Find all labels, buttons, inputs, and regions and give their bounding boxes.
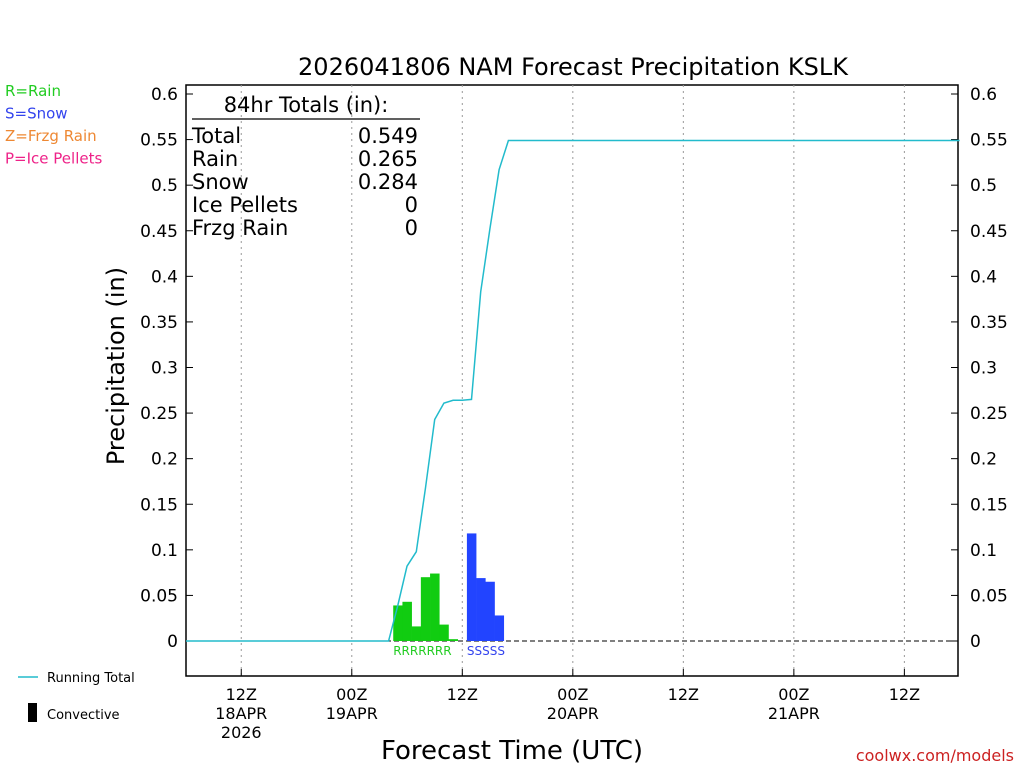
- totals-row-value: 0.284: [358, 170, 418, 194]
- totals-row-label: Snow: [192, 170, 249, 194]
- x-tick-label: 00Z: [557, 685, 588, 704]
- totals-row-label: Ice Pellets: [192, 193, 298, 217]
- legend-item: Z=Frzg Rain: [5, 127, 97, 145]
- precip-type-marker: SSSSS: [467, 644, 505, 658]
- totals-row-label: Rain: [192, 147, 238, 171]
- x-tick-label: 18APR: [215, 704, 267, 723]
- legend-item: S=Snow: [5, 105, 68, 123]
- precip-type-legend: R=Rain S=Snow Z=Frzg Rain P=Ice Pellets: [5, 82, 102, 168]
- y-tick-label: 0.1: [151, 541, 178, 561]
- y-tick-label: 0.2: [970, 450, 997, 470]
- totals-row-label: Frzg Rain: [192, 216, 288, 240]
- x-tick-label: 00Z: [778, 685, 809, 704]
- precip-type-marker: RRRRRRR: [393, 644, 451, 658]
- x-tick-label: 12Z: [889, 685, 920, 704]
- totals-row-value: 0: [405, 216, 418, 240]
- y-tick-label: 0.05: [140, 586, 178, 606]
- totals-header: 84hr Totals (in):: [224, 93, 389, 117]
- y-tick-label: 0.05: [970, 586, 1008, 606]
- y-tick-label: 0.25: [970, 404, 1008, 424]
- precip-bars: [393, 533, 505, 641]
- snow-bar: [466, 533, 477, 641]
- x-axis-label: Forecast Time (UTC): [381, 736, 643, 766]
- x-tick-label: 2026: [221, 723, 262, 742]
- running-total-line: [186, 139, 960, 642]
- y-tick-label: 0.6: [151, 85, 178, 105]
- rain-bar: [393, 605, 403, 641]
- y-tick-label: 0: [167, 632, 178, 652]
- y-axis-label: Precipitation (in): [102, 267, 130, 465]
- snow-bar: [476, 578, 486, 641]
- snow-bar: [485, 581, 495, 641]
- chart-title: 2026041806 NAM Forecast Precipitation KS…: [298, 53, 849, 81]
- x-tick-label: 12Z: [668, 685, 699, 704]
- totals-row-value: 0.549: [358, 124, 418, 148]
- rain-bar: [439, 624, 449, 641]
- y-tick-label: 0.3: [970, 359, 997, 379]
- y-tick-label: 0.35: [970, 313, 1008, 333]
- totals-row-value: 0.265: [358, 147, 418, 171]
- x-tick-label: 12Z: [226, 685, 257, 704]
- x-tick-label: 12Z: [447, 685, 478, 704]
- x-tick-label: 00Z: [336, 685, 367, 704]
- y-tick-label: 0.5: [970, 176, 997, 196]
- y-tick-label: 0.45: [140, 222, 178, 242]
- y-tick-label: 0: [970, 632, 981, 652]
- running-total-legend-label: Running Total: [47, 671, 135, 686]
- y-tick-label: 0.45: [970, 222, 1008, 242]
- y-tick-label: 0.25: [140, 404, 178, 424]
- grid-lines: [240, 85, 905, 676]
- totals-box: 84hr Totals (in): Total 0.549 Rain 0.265 Sno…: [191, 93, 420, 240]
- plot-frame: [185, 84, 959, 677]
- rain-bar: [430, 573, 440, 641]
- legend-item: P=Ice Pellets: [5, 150, 102, 168]
- y-tick-label: 0.55: [970, 131, 1008, 151]
- rain-bar: [420, 577, 431, 641]
- x-tick-label: 21APR: [768, 704, 820, 723]
- y-tick-label: 0.15: [970, 495, 1008, 515]
- x-tick-label: 20APR: [547, 704, 599, 723]
- y-tick-label: 0.6: [970, 85, 997, 105]
- y-tick-label: 0.4: [151, 267, 178, 287]
- rain-bar: [448, 639, 458, 641]
- y-tick-label: 0.3: [151, 359, 178, 379]
- rain-bar: [411, 626, 422, 641]
- y-tick-label: 0.15: [140, 495, 178, 515]
- snow-bar: [494, 615, 505, 641]
- x-tick-label: 19APR: [326, 704, 378, 723]
- y-axis-left: 0.6 0.55 0.5 0.45 0.4 0.35 0.3 0.25 0.2 0.15 0.1 0.…: [140, 85, 193, 652]
- totals-row-value: 0: [405, 193, 418, 217]
- y-tick-label: 0.2: [151, 450, 178, 470]
- convective-legend-label: Convective: [47, 708, 120, 723]
- y-axis-right: 0.6 0.55 0.5 0.45 0.4 0.35 0.3 0.25 0.2 0.15 0.1 0.…: [951, 85, 1008, 652]
- convective-swatch: [28, 703, 37, 722]
- y-tick-label: 0.5: [151, 176, 178, 196]
- y-tick-label: 0.4: [970, 267, 997, 287]
- rain-bar: [402, 601, 412, 641]
- y-tick-label: 0.35: [140, 313, 178, 333]
- credit-text[interactable]: coolwx.com/models: [856, 746, 1014, 765]
- y-tick-label: 0.1: [970, 541, 997, 561]
- legend-item: R=Rain: [5, 82, 61, 100]
- y-tick-label: 0.55: [140, 131, 178, 151]
- type-markers: RRRRRRR SSSSS: [393, 644, 505, 658]
- totals-row-label: Total: [191, 124, 241, 148]
